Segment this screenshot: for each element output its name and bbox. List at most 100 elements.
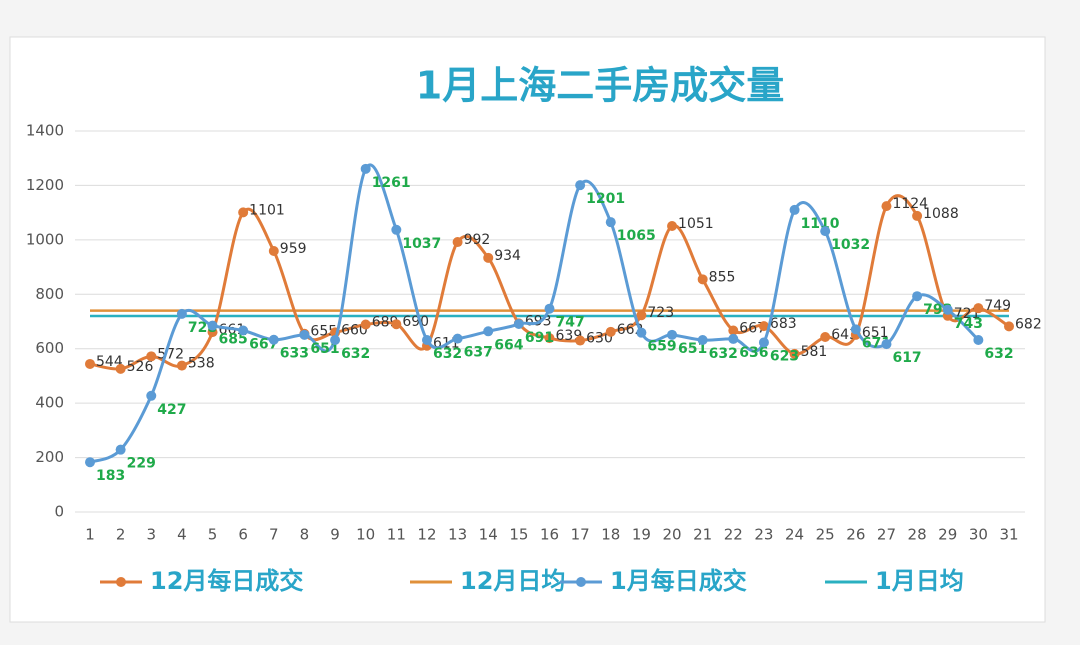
legend-marker xyxy=(576,577,586,587)
data-label: 581 xyxy=(801,344,828,360)
y-tick-label: 200 xyxy=(35,448,64,466)
data-point xyxy=(452,237,463,248)
data-point xyxy=(483,252,494,263)
data-label: 959 xyxy=(280,241,307,257)
data-label: 1110 xyxy=(801,216,840,232)
data-point xyxy=(881,339,892,350)
y-tick-label: 0 xyxy=(54,503,64,521)
data-point xyxy=(544,333,555,344)
data-point xyxy=(115,444,126,455)
x-tick-label: 2 xyxy=(116,526,126,544)
data-label: 1201 xyxy=(586,191,625,207)
x-tick-label: 11 xyxy=(387,526,406,544)
data-point xyxy=(544,303,555,314)
data-point xyxy=(758,337,769,348)
data-point xyxy=(758,321,769,332)
x-tick-label: 8 xyxy=(300,526,310,544)
data-label: 1065 xyxy=(617,228,656,244)
data-label: 637 xyxy=(464,345,493,361)
data-label: 689 xyxy=(372,314,399,330)
data-point xyxy=(1004,321,1014,332)
data-label: 1037 xyxy=(402,236,441,252)
y-tick-label: 400 xyxy=(35,394,64,412)
data-point xyxy=(176,308,187,319)
legend-label: 12月每日成交 xyxy=(150,567,303,595)
x-tick-label: 5 xyxy=(208,526,218,544)
legend-label: 12月日均 xyxy=(460,567,565,595)
card xyxy=(9,36,1046,623)
x-tick-label: 4 xyxy=(177,526,187,544)
x-tick-label: 7 xyxy=(269,526,279,544)
data-point xyxy=(146,390,157,401)
data-label: 538 xyxy=(188,356,215,372)
x-tick-label: 29 xyxy=(938,526,957,544)
data-label: 855 xyxy=(709,269,736,285)
data-label: 934 xyxy=(494,248,521,264)
data-point xyxy=(728,325,739,336)
data-label: 723 xyxy=(647,305,674,321)
data-label: 664 xyxy=(494,337,523,353)
data-point xyxy=(452,333,463,344)
data-label: 1032 xyxy=(831,237,870,253)
data-label: 1101 xyxy=(249,202,285,218)
data-point xyxy=(85,358,95,369)
data-label: 651 xyxy=(678,341,707,357)
x-tick-label: 31 xyxy=(999,526,1018,544)
data-label: 183 xyxy=(96,468,125,484)
x-tick-label: 30 xyxy=(969,526,988,544)
data-label: 229 xyxy=(127,456,156,472)
data-point xyxy=(850,324,861,335)
data-point xyxy=(605,217,616,228)
x-tick-label: 19 xyxy=(632,526,651,544)
data-point xyxy=(268,246,279,257)
data-point xyxy=(146,351,157,362)
y-tick-label: 800 xyxy=(35,285,64,303)
data-label: 743 xyxy=(954,316,983,332)
data-point xyxy=(881,201,892,212)
x-tick-label: 24 xyxy=(785,526,804,544)
x-tick-label: 15 xyxy=(509,526,528,544)
data-point xyxy=(421,335,432,346)
data-point xyxy=(238,207,249,218)
x-tick-label: 21 xyxy=(693,526,712,544)
data-label: 1088 xyxy=(923,206,959,222)
y-tick-label: 1200 xyxy=(26,176,64,194)
data-label: 572 xyxy=(157,346,184,362)
data-label: 651 xyxy=(862,325,889,341)
data-point xyxy=(85,457,95,468)
x-tick-label: 28 xyxy=(908,526,927,544)
data-point xyxy=(360,319,371,330)
data-point xyxy=(912,210,923,221)
x-tick-label: 12 xyxy=(417,526,436,544)
data-label: 632 xyxy=(433,346,462,362)
x-tick-label: 17 xyxy=(571,526,590,544)
data-point xyxy=(207,320,218,331)
y-tick-label: 1400 xyxy=(26,122,64,140)
data-label: 1051 xyxy=(678,216,714,232)
data-label: 685 xyxy=(219,332,248,348)
data-point xyxy=(973,335,984,346)
x-tick-label: 20 xyxy=(662,526,681,544)
data-point xyxy=(513,318,524,329)
data-label: 1124 xyxy=(892,196,928,212)
data-label: 630 xyxy=(586,331,613,347)
data-point xyxy=(605,326,616,337)
y-tick-label: 600 xyxy=(35,339,64,357)
legend-marker xyxy=(116,577,126,587)
x-tick-label: 1 xyxy=(85,526,95,544)
data-point xyxy=(636,327,647,338)
data-label: 617 xyxy=(892,350,921,366)
data-point xyxy=(391,224,402,235)
legend-label: 1月每日成交 xyxy=(610,567,747,595)
data-label: 632 xyxy=(984,346,1013,362)
data-label: 659 xyxy=(647,339,676,355)
data-point xyxy=(789,348,800,359)
y-tick-label: 1000 xyxy=(26,230,64,248)
data-label: 633 xyxy=(280,346,309,362)
data-point xyxy=(115,363,126,374)
data-point xyxy=(789,204,800,215)
data-point xyxy=(636,310,647,321)
data-point xyxy=(667,329,678,340)
data-point xyxy=(238,325,249,336)
